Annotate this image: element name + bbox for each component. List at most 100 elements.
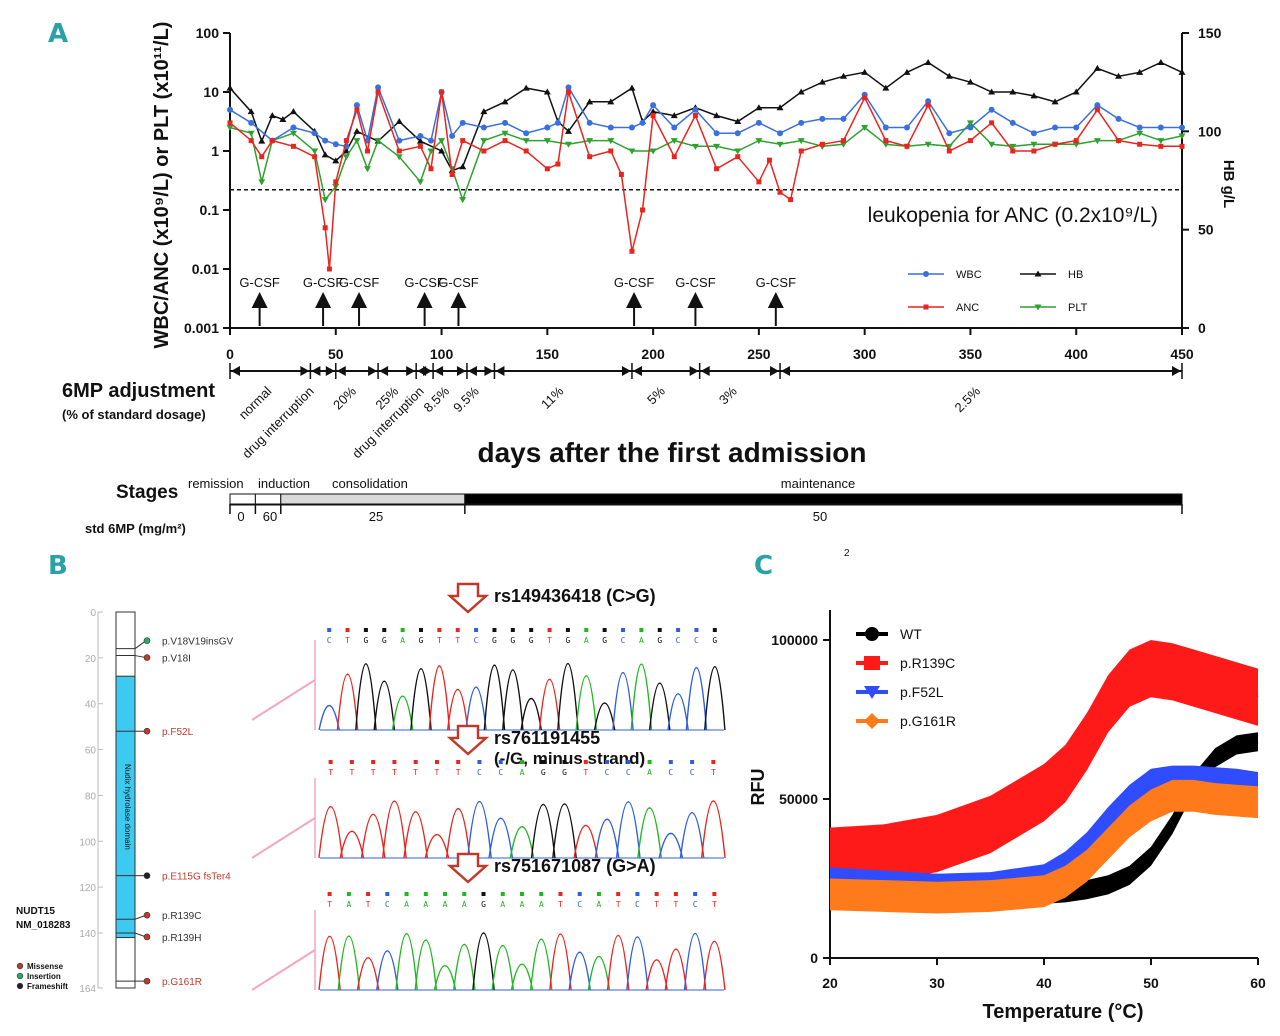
point-hb [247, 108, 255, 115]
base-call-G: G [712, 636, 717, 645]
c-y-tick-label: 100000 [771, 632, 818, 648]
adjustment-arrowhead [1172, 366, 1181, 376]
point-hb [1178, 68, 1186, 75]
point-hb [945, 72, 953, 79]
x-tick-label: 100 [430, 346, 454, 362]
point-anc [502, 138, 508, 144]
chromatogram-peak [403, 811, 429, 859]
chromatogram-peak [529, 938, 553, 991]
point-anc [798, 148, 804, 154]
base-call-G: G [565, 636, 570, 645]
point-hb [966, 78, 974, 85]
gcsf-label: G-CSF [756, 275, 797, 290]
adjustment-arrowhead [231, 366, 240, 376]
point-plt [628, 148, 636, 155]
base-quality-mark [456, 760, 461, 764]
point-plt [342, 154, 350, 161]
leukopenia-threshold-label: leukopenia for ANC (0.2x10⁹/L) [868, 204, 1158, 227]
base-call-A: A [597, 900, 602, 909]
point-anc [269, 138, 275, 144]
gcsf-label: G-CSF [239, 275, 280, 290]
base-call-C: C [626, 768, 631, 777]
point-anc [777, 189, 783, 195]
chromatogram-peak [414, 939, 438, 991]
chromatogram-peak [337, 935, 361, 991]
point-wbc [755, 119, 762, 126]
base-call-T: T [583, 768, 588, 777]
base-quality-mark [616, 892, 621, 896]
adjustment-arrowhead [632, 366, 642, 376]
base-quality-mark [584, 628, 589, 632]
point-plt [353, 138, 361, 145]
point-anc [1158, 143, 1164, 149]
point-wbc [903, 124, 910, 131]
point-anc [1094, 107, 1100, 113]
point-hb [289, 108, 297, 115]
point-plt [882, 141, 890, 148]
stage-bar-induction [254, 493, 282, 505]
point-anc [608, 148, 614, 154]
point-anc [1137, 141, 1143, 147]
x-tick-label: 150 [536, 346, 560, 362]
base-call-G: G [602, 636, 607, 645]
point-hb [321, 151, 329, 158]
base-call-T: T [455, 636, 460, 645]
c-legend-label: p.R139C [900, 655, 955, 671]
point-plt [797, 138, 805, 145]
point-anc [333, 179, 339, 185]
point-plt [321, 197, 329, 204]
point-hb [1115, 72, 1123, 79]
curve-pg161r [829, 794, 1259, 900]
std-6mp-title: std 6MP (mg/m²) [85, 521, 186, 536]
chromatogram-peak [648, 682, 671, 731]
adjustment-arrowhead [379, 366, 389, 376]
legend-marker-hb [1034, 270, 1042, 277]
base-quality-mark [474, 628, 479, 632]
adjustment-arrowhead [336, 366, 346, 376]
base-call-T: T [328, 768, 333, 777]
variant-label: p.F52L [162, 727, 194, 738]
base-quality-mark [712, 892, 717, 896]
panel-c-letter: C [754, 551, 773, 581]
point-wbc [311, 130, 318, 137]
base-quality-mark [345, 628, 350, 632]
chromatogram-peak [575, 675, 598, 731]
point-hb [395, 118, 403, 124]
series-line-wbc [229, 84, 1182, 148]
chromatogram-peak [664, 948, 688, 991]
point-anc [1052, 141, 1058, 147]
legend-marker-plt [1034, 304, 1042, 311]
chromatogram-peak [538, 678, 561, 731]
base-call-A: A [346, 900, 351, 909]
c-legend-label: p.F52L [900, 684, 944, 700]
point-wbc [322, 137, 329, 144]
variant-label: p.E115G fsTer4 [162, 872, 231, 883]
point-wbc [819, 115, 826, 122]
point-plt [564, 141, 572, 148]
point-hb [586, 98, 594, 105]
point-anc [862, 95, 868, 101]
base-quality-mark [676, 628, 681, 632]
chromatogram-peak [491, 944, 515, 991]
point-plt [713, 143, 721, 150]
base-call-T: T [437, 636, 442, 645]
point-anc [788, 197, 794, 203]
point-wbc [1115, 115, 1122, 122]
base-quality-mark [443, 892, 448, 896]
point-hb [353, 127, 361, 134]
base-quality-mark [635, 892, 640, 896]
legend-marker-wbc [923, 271, 929, 277]
point-wbc [375, 84, 382, 91]
base-call-C: C [477, 768, 482, 777]
c-legend-marker-f52l [864, 686, 880, 699]
base-quality-mark [639, 628, 644, 632]
point-plt [988, 141, 996, 148]
base-call-A: A [520, 900, 525, 909]
variant-dot-missense [143, 911, 151, 919]
point-wbc [692, 106, 699, 113]
adjustment-label: 9.5% [450, 383, 482, 415]
base-quality-mark [602, 628, 607, 632]
chromatogram-peak [683, 933, 707, 991]
point-plt [966, 120, 974, 127]
y-tick-label: 0.001 [184, 320, 219, 336]
